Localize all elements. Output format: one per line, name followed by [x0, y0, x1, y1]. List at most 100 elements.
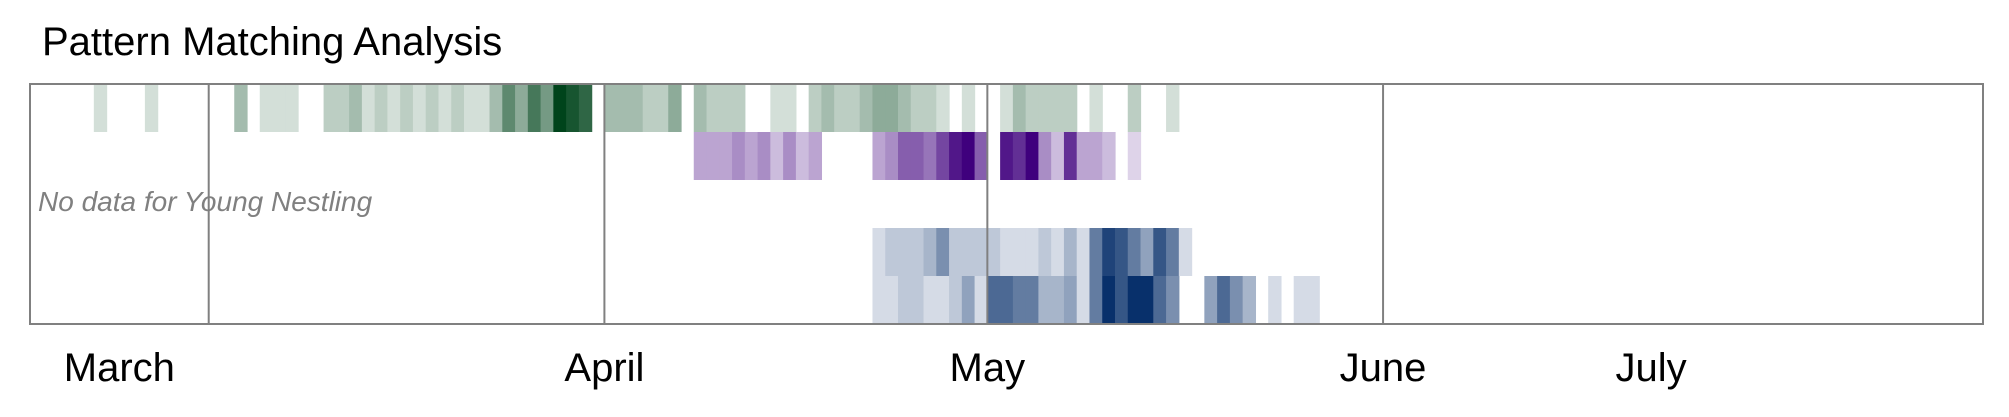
heatmap-cell [1038, 228, 1052, 276]
heatmap-cell [1000, 84, 1014, 132]
heatmap-cell [1268, 276, 1282, 324]
heatmap-cell [451, 84, 465, 132]
heatmap-cell [1012, 132, 1027, 180]
heatmap-cell [323, 84, 337, 132]
heatmap-cell [412, 84, 427, 132]
heatmap-cell [1012, 84, 1027, 132]
heatmap-cell [1063, 228, 1078, 276]
heatmap-cell [1025, 276, 1040, 324]
month-tick-label: March [64, 346, 175, 390]
heatmap-cell [719, 84, 733, 132]
heatmap-cell [1063, 84, 1078, 132]
heatmap-cell [1089, 276, 1103, 324]
heatmap-cell [1153, 228, 1167, 276]
heatmap-cell [1178, 228, 1193, 276]
heatmap-cell [515, 84, 529, 132]
heatmap-cell [349, 84, 363, 132]
heatmap-cells [93, 84, 1320, 324]
heatmap-cell [1102, 132, 1116, 180]
heatmap-cell [872, 228, 886, 276]
heatmap-cell [668, 84, 682, 132]
month-tick-label: May [950, 346, 1026, 390]
heatmap-cell [1038, 84, 1052, 132]
heatmap-cell [1025, 132, 1040, 180]
heatmap-cell [1000, 228, 1014, 276]
heatmap-cell [425, 84, 440, 132]
heatmap-cell [93, 84, 108, 132]
heatmap-cell [910, 84, 925, 132]
heatmap-cell [655, 84, 669, 132]
heatmap-cell [387, 84, 401, 132]
heatmap-cell [259, 84, 274, 132]
heatmap-cell [732, 84, 746, 132]
month-tick-label: April [564, 346, 644, 390]
heatmap-cell [1166, 228, 1180, 276]
heatmap-cell [719, 132, 733, 180]
heatmap-cell [1051, 84, 1065, 132]
heatmap-cell [1127, 84, 1142, 132]
heatmap-cell [974, 228, 988, 276]
heatmap-cell [923, 228, 937, 276]
month-separators [207, 84, 1385, 324]
heatmap-cell [1293, 276, 1308, 324]
heatmap-cell [1140, 276, 1154, 324]
heatmap-cell [1038, 276, 1052, 324]
heatmap-cell [566, 84, 580, 132]
heatmap-cell [910, 228, 925, 276]
heatmap-cell [540, 84, 554, 132]
heatmap-cell [1127, 132, 1142, 180]
heatmap-cell [1115, 228, 1129, 276]
no-data-annotation: No data for Young Nestling [38, 186, 373, 217]
heatmap-cell [961, 276, 976, 324]
heatmap-cell [438, 84, 452, 132]
heatmap-cell [1217, 276, 1231, 324]
heatmap-cell [898, 228, 912, 276]
heatmap-cell [361, 84, 376, 132]
heatmap-cell [961, 132, 976, 180]
month-labels: March April May June July [64, 346, 1687, 390]
heatmap-cell [144, 84, 159, 132]
heatmap-cell [885, 276, 899, 324]
heatmap-cell [1204, 276, 1218, 324]
heatmap-cell [1089, 84, 1103, 132]
heatmap-cell [1306, 276, 1320, 324]
heatmap-cell [770, 132, 784, 180]
heatmap-cell [374, 84, 389, 132]
heatmap-cell [936, 132, 950, 180]
heatmap-cell [783, 132, 797, 180]
heatmap-cell [987, 228, 1001, 276]
heatmap-cell [629, 84, 644, 132]
heatmap-cell [706, 132, 720, 180]
heatmap-cell [744, 132, 759, 180]
heatmap-cell [234, 84, 248, 132]
heatmap-cell [706, 84, 720, 132]
heatmap-cell [1089, 132, 1103, 180]
heatmap-cell [1153, 276, 1167, 324]
heatmap-cell [272, 84, 286, 132]
heatmap-cell [987, 276, 1001, 324]
heatmap-cell [885, 228, 899, 276]
heatmap-cell [1025, 228, 1040, 276]
heatmap-cell [1076, 228, 1091, 276]
heatmap-cell [936, 84, 950, 132]
chart-title: Pattern Matching Analysis [42, 20, 503, 64]
heatmap-cell [732, 132, 746, 180]
heatmap-cell [974, 132, 988, 180]
heatmap-cell [1012, 276, 1027, 324]
heatmap-cell [770, 84, 784, 132]
heatmap-cell [898, 132, 912, 180]
heatmap-cell [936, 276, 950, 324]
heatmap-cell [872, 84, 886, 132]
heatmap-cell [1012, 228, 1027, 276]
heatmap-cell [1063, 132, 1078, 180]
heatmap-cell [604, 84, 618, 132]
heatmap-cell [1025, 84, 1040, 132]
heatmap-cell [949, 132, 963, 180]
heatmap-cell [859, 84, 874, 132]
heatmap-cell [693, 132, 708, 180]
heatmap-cell [795, 132, 810, 180]
heatmap-cell [285, 84, 299, 132]
heatmap-cell [872, 276, 886, 324]
heatmap-cell [1140, 228, 1154, 276]
